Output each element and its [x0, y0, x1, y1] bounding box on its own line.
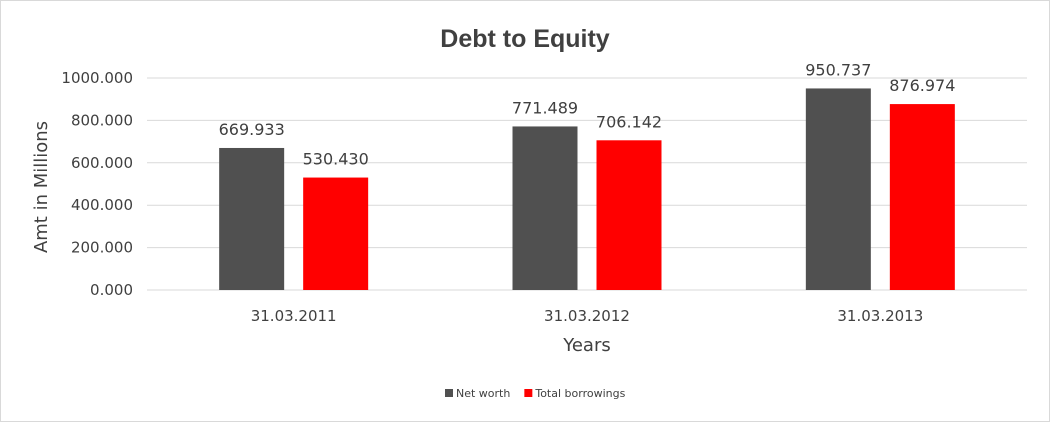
- data-label: 771.489: [512, 98, 578, 117]
- x-tick-label: 31.03.2012: [544, 307, 630, 325]
- bar: [303, 177, 369, 290]
- y-tick-label: 400.000: [71, 196, 133, 214]
- data-label: 530.430: [303, 150, 369, 169]
- x-tick-labels: 31.03.2011 31.03.2012 31.03.2013: [251, 307, 924, 325]
- data-label: 876.974: [889, 76, 955, 95]
- y-tick-label: 200.000: [71, 239, 133, 257]
- bar: [805, 88, 871, 290]
- legend: Net worth Total borrowings: [445, 387, 626, 400]
- y-tick-label: 800.000: [71, 111, 133, 129]
- legend-swatch: [524, 389, 533, 397]
- legend-swatch: [445, 389, 453, 397]
- legend-label: Total borrowings: [534, 387, 625, 400]
- data-labels: 669.933 530.430 771.489 706.142 950.737 876.9…: [219, 60, 956, 168]
- x-tick-label: 31.03.2013: [837, 307, 923, 325]
- data-label: 950.737: [805, 60, 871, 79]
- bar: [512, 126, 578, 290]
- y-tick-label: 0.000: [90, 281, 133, 299]
- y-tick-label: 600.000: [71, 154, 133, 172]
- y-axis-label: Amt in Millions: [31, 121, 52, 253]
- y-tick-label: 1000.000: [61, 69, 133, 87]
- bar: [596, 140, 662, 290]
- x-tick-label: 31.03.2011: [251, 307, 337, 325]
- bar: [889, 104, 955, 290]
- bar: [219, 147, 285, 290]
- y-tick-labels: 0.000 200.000 400.000 600.000 800.000 1000.00…: [61, 69, 133, 299]
- data-label: 706.142: [596, 112, 662, 131]
- legend-label: Net worth: [456, 387, 510, 400]
- x-axis-label: Years: [562, 335, 611, 356]
- gridlines: [147, 77, 1027, 291]
- chart-title: Debt to Equity: [440, 25, 610, 53]
- data-label: 669.933: [219, 120, 285, 139]
- bars: [219, 88, 955, 290]
